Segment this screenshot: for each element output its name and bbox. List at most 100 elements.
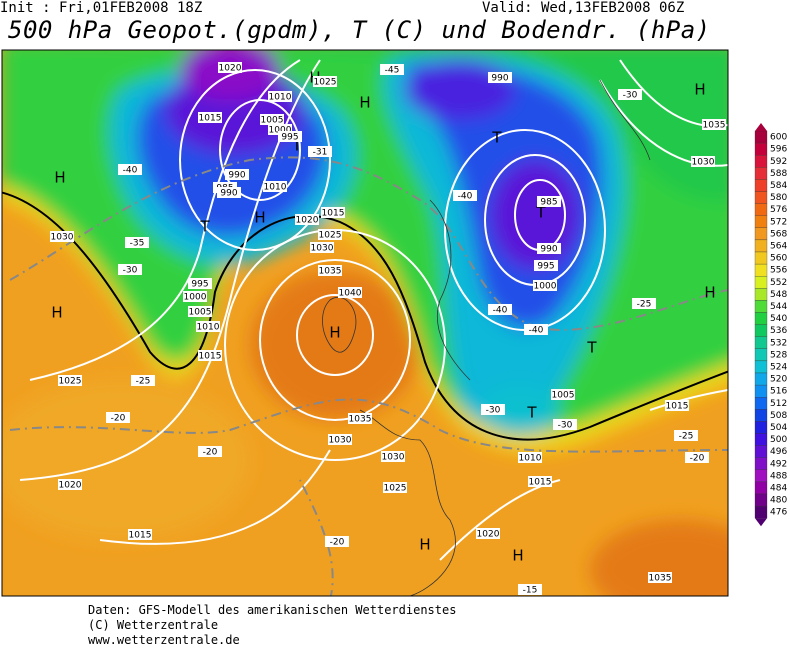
label-box — [380, 64, 404, 75]
isobar-label-text: 1015 — [129, 531, 152, 541]
colorbar-label: 504 — [770, 423, 787, 433]
pressure-center: T — [291, 137, 302, 155]
colorbar-swatch — [754, 227, 768, 241]
isobar-label: 995 — [278, 131, 302, 143]
colorbar-label: 496 — [770, 447, 787, 457]
temperature-label-text: -31 — [313, 148, 328, 158]
label-box — [348, 413, 372, 424]
label-box — [125, 237, 149, 248]
isobar-label-text: 1010 — [269, 93, 292, 103]
isobar-label-text: 1020 — [477, 530, 500, 540]
colorbar-cap — [755, 123, 767, 131]
isobar-label: 1020 — [218, 62, 242, 74]
isobar-label-text: 1035 — [349, 415, 372, 425]
isobar-label: 1030 — [381, 451, 405, 463]
label-box — [198, 112, 222, 123]
pressure-center: H — [51, 304, 62, 322]
colorbar-label: 544 — [770, 302, 787, 312]
label-box — [691, 156, 715, 167]
colorbar-swatch — [754, 348, 768, 362]
temperature-label-text: -20 — [690, 454, 705, 464]
isobar-label-text: 1015 — [666, 402, 689, 412]
colorbar-swatch — [754, 469, 768, 483]
isobar-label: 1000 — [533, 280, 557, 292]
colorbar-swatch — [754, 336, 768, 349]
isobar-label: 1015 — [665, 400, 689, 412]
valid-time: Valid: Wed,13FEB2008 06Z — [482, 0, 685, 16]
label-box — [674, 430, 698, 441]
colorbar-label: 512 — [770, 399, 787, 409]
temperature-label: -15 — [518, 584, 542, 596]
colorbar-label: 500 — [770, 435, 787, 445]
colorbar-swatch — [754, 397, 768, 410]
label-box — [481, 404, 505, 415]
temperature-label: -20 — [685, 452, 709, 464]
label-box — [188, 306, 212, 317]
colorbar-swatch — [754, 142, 768, 156]
label-box — [685, 452, 709, 463]
pressure-center: T — [526, 404, 537, 422]
colorbar-swatch — [754, 384, 768, 398]
footer-line: Daten: GFS-Modell des amerikanischen Wet… — [88, 603, 457, 617]
label-box — [260, 114, 284, 125]
temperature-label-text: -40 — [123, 166, 138, 176]
label-box — [321, 207, 345, 218]
label-box — [318, 229, 342, 240]
isobar-label-text: 1015 — [199, 114, 222, 124]
isobar-label-text: 1000 — [184, 293, 207, 303]
isobar-label-text: 995 — [281, 133, 298, 143]
colorbar-label: 480 — [770, 496, 787, 506]
isobar-label-text: 1035 — [319, 267, 342, 277]
temperature-label: -30 — [481, 404, 505, 416]
temperature-label-text: -35 — [130, 239, 145, 249]
isobar-label-text: 1020 — [219, 64, 242, 74]
colorbar-label: 572 — [770, 217, 787, 227]
label-box — [537, 243, 561, 254]
isobar-label: 1035 — [648, 572, 672, 584]
isobar-label-text: 990 — [491, 74, 508, 84]
colorbar-label: 492 — [770, 459, 787, 469]
isobar-label: 1030 — [50, 231, 74, 243]
colorbar-label: 508 — [770, 411, 787, 421]
colorbar-swatch — [754, 505, 768, 519]
colorbar-swatch — [754, 167, 768, 180]
colorbar-label: 520 — [770, 375, 787, 385]
label-box — [263, 181, 287, 192]
label-box — [183, 291, 207, 302]
colorbar-label: 488 — [770, 471, 787, 481]
temperature-label-text: -40 — [458, 192, 473, 202]
isobar-label-text: 990 — [540, 245, 557, 255]
colorbar-label: 596 — [770, 145, 787, 155]
map: HHHHHHHHHHTTTTTT102010251010101510051000… — [1, 49, 787, 597]
isobar-label-text: 995 — [191, 280, 208, 290]
colorbar-label: 484 — [770, 483, 787, 493]
label-box — [106, 412, 130, 423]
isobar-label-text: 1035 — [649, 574, 672, 584]
colorbar-label: 584 — [770, 181, 787, 191]
isobar-label: 1040 — [338, 287, 362, 299]
label-box — [198, 446, 222, 457]
temperature-label-text: -20 — [330, 538, 345, 548]
label-box — [476, 528, 500, 539]
label-box — [524, 324, 548, 335]
colorbar-label: 580 — [770, 193, 787, 203]
isobar-label: 995 — [188, 278, 212, 290]
colorbar-swatch — [754, 288, 768, 301]
label-box — [268, 124, 292, 135]
map-title: 500 hPa Geopot.(gpdm), T (C) und Bodendr… — [8, 16, 711, 44]
footer-line: www.wetterzentrale.de — [88, 633, 240, 647]
label-box — [518, 452, 542, 463]
colorbar-swatch — [754, 239, 768, 253]
isobar-label: 1000 — [268, 124, 292, 136]
temperature-label: -20 — [106, 412, 130, 424]
isobar-label: 1025 — [383, 482, 407, 494]
temperature-label: -40 — [118, 164, 142, 176]
isobar-label-text: 1000 — [269, 126, 292, 136]
label-box — [551, 389, 575, 400]
label-box — [58, 479, 82, 490]
temperature-label-text: -25 — [637, 300, 652, 310]
isobar-label: 1020 — [476, 528, 500, 540]
label-box — [278, 131, 302, 142]
colorbar-label: 524 — [770, 362, 787, 372]
temperature-label-text: -20 — [203, 448, 218, 458]
